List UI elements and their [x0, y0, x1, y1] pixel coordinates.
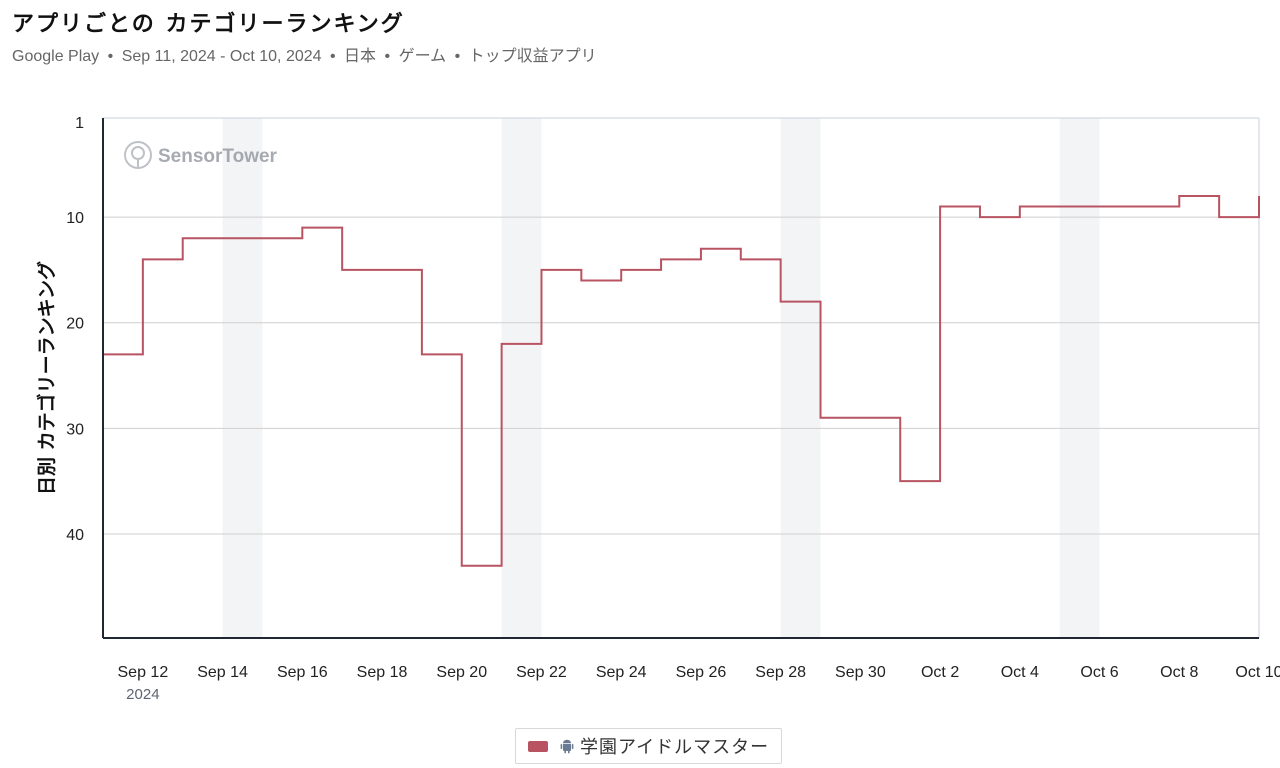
sensortower-logo — [124, 141, 152, 169]
subtitle-category: ゲーム — [398, 46, 447, 65]
x-tick-label: Sep 14 — [197, 664, 248, 681]
x-tick-label: Sep 26 — [676, 664, 727, 681]
chart-subtitle: Google Play • Sep 11, 2024 - Oct 10, 202… — [12, 42, 597, 66]
x-tick-label: Sep 28 — [755, 664, 806, 681]
x-tick-label: Sep 22 — [516, 664, 567, 681]
watermark-text: SensorTower — [158, 146, 278, 167]
x-tick-label: Oct 10 — [1235, 664, 1280, 681]
subtitle-store: Google Play — [12, 48, 100, 65]
subtitle-separator: • — [384, 48, 391, 65]
subtitle-separator: • — [329, 48, 336, 65]
subtitle-separator: • — [454, 48, 461, 65]
x-tick-sublabel: 2024 — [126, 686, 159, 703]
x-tick-label: Oct 4 — [1001, 664, 1039, 681]
y-tick-label: 1 — [75, 115, 84, 132]
x-tick-label: Sep 20 — [436, 664, 487, 681]
weekend-band — [222, 118, 263, 638]
x-tick-label: Oct 8 — [1160, 664, 1198, 681]
subtitle-range: Sep 11, 2024 - Oct 10, 2024 — [121, 48, 322, 65]
x-tick-label: Sep 24 — [596, 664, 647, 681]
series-line — [103, 194, 1260, 567]
weekend-band — [1059, 118, 1100, 638]
x-tick-label: Sep 30 — [835, 664, 886, 681]
y-tick-label: 10 — [66, 210, 84, 227]
subtitle-chart: トップ収益アプリ — [468, 46, 597, 65]
y-tick-label: 30 — [66, 421, 84, 438]
x-tick-label: Sep 12 — [118, 664, 169, 681]
x-tick-label: Sep 18 — [357, 664, 408, 681]
weekend-band — [501, 118, 542, 638]
y-axis-title: 日別 カテゴリーランキング — [35, 261, 58, 495]
x-tick-label: Oct 6 — [1080, 664, 1118, 681]
chart-title: アプリごとの カテゴリーランキング — [12, 12, 405, 37]
android-icon — [560, 738, 574, 754]
subtitle-country: 日本 — [344, 46, 377, 65]
legend-swatch — [528, 740, 548, 752]
legend-label: 学園アイドルマスター — [580, 737, 770, 758]
weekend-band — [780, 118, 821, 638]
legend-item[interactable]: 学園アイドルマスター — [515, 728, 783, 764]
x-tick-label: Oct 2 — [921, 664, 959, 681]
subtitle-separator: • — [107, 48, 114, 65]
y-tick-label: 40 — [66, 527, 84, 544]
y-tick-label: 20 — [66, 316, 84, 333]
x-tick-label: Sep 16 — [277, 664, 328, 681]
